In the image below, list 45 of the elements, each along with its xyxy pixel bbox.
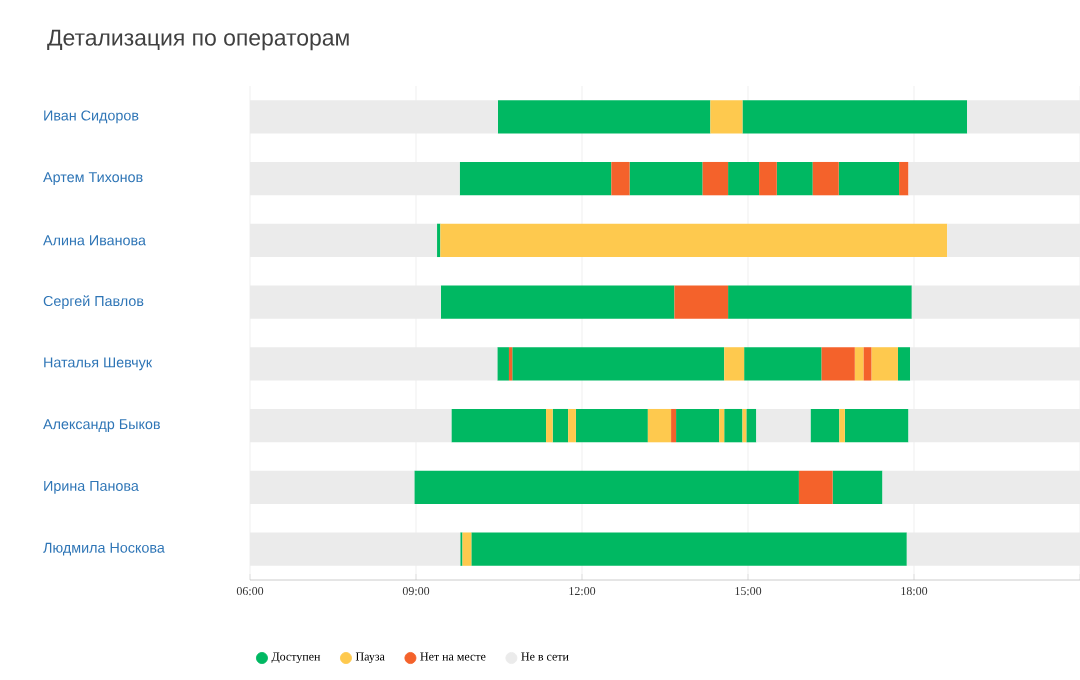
bar <box>702 161 729 196</box>
bar <box>611 161 630 196</box>
bar <box>839 408 845 443</box>
bar <box>728 161 760 196</box>
bar <box>459 161 612 196</box>
bar <box>674 285 729 319</box>
bar <box>871 347 898 381</box>
bar <box>844 408 909 443</box>
bar <box>897 347 911 381</box>
bar <box>671 408 677 443</box>
bar <box>575 408 648 443</box>
bar <box>676 408 720 443</box>
bar <box>724 347 745 381</box>
bar <box>776 161 813 196</box>
bar <box>552 408 569 443</box>
bar <box>724 408 743 443</box>
bar <box>863 347 872 381</box>
bar <box>497 100 711 134</box>
bar <box>742 100 968 134</box>
bar <box>812 161 839 196</box>
bar <box>451 408 547 443</box>
bar <box>810 408 840 443</box>
bar <box>462 532 472 566</box>
bar <box>647 408 672 443</box>
bar <box>744 347 822 381</box>
bar <box>746 408 757 443</box>
bar <box>832 470 883 505</box>
bar <box>471 532 907 566</box>
bar <box>710 100 743 134</box>
bar <box>759 161 777 196</box>
bar <box>854 347 864 381</box>
bar <box>414 470 799 505</box>
bar <box>568 408 576 443</box>
bar <box>821 347 855 381</box>
bar <box>719 408 725 443</box>
chart-title: Детализация по операторам <box>47 29 349 51</box>
bar <box>756 408 811 443</box>
bar <box>838 161 900 196</box>
bar <box>440 223 948 258</box>
bar <box>546 408 553 443</box>
bar <box>798 470 833 505</box>
bar <box>440 285 675 319</box>
bar <box>629 161 703 196</box>
bar <box>728 285 912 319</box>
bar <box>899 161 909 196</box>
